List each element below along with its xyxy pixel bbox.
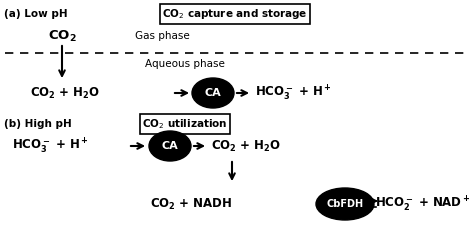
Ellipse shape bbox=[149, 131, 191, 161]
Text: $\mathbf{CO_2}$ + $\mathbf{H_2O}$: $\mathbf{CO_2}$ + $\mathbf{H_2O}$ bbox=[30, 85, 100, 101]
Text: $\mathbf{CO_2}$ + $\mathbf{H_2O}$: $\mathbf{CO_2}$ + $\mathbf{H_2O}$ bbox=[211, 139, 281, 154]
Text: (b) High pH: (b) High pH bbox=[4, 119, 72, 129]
Text: $\mathbf{HCO_2^-}$ + $\mathbf{NAD^+}$: $\mathbf{HCO_2^-}$ + $\mathbf{NAD^+}$ bbox=[375, 195, 471, 213]
Ellipse shape bbox=[316, 188, 374, 220]
Text: CA: CA bbox=[162, 141, 178, 151]
Text: CbFDH: CbFDH bbox=[327, 199, 364, 209]
Text: (a) Low pH: (a) Low pH bbox=[4, 9, 68, 19]
Text: CO$_2$ utilization: CO$_2$ utilization bbox=[142, 117, 228, 131]
Text: Gas phase: Gas phase bbox=[135, 31, 190, 41]
Ellipse shape bbox=[192, 78, 234, 108]
Text: $\mathbf{HCO_3^-}$ + $\mathbf{H^+}$: $\mathbf{HCO_3^-}$ + $\mathbf{H^+}$ bbox=[255, 84, 332, 102]
Text: CA: CA bbox=[205, 88, 221, 98]
Text: CO$_2$ capture and storage: CO$_2$ capture and storage bbox=[162, 7, 308, 21]
Text: $\mathbf{CO_2}$: $\mathbf{CO_2}$ bbox=[47, 29, 76, 44]
Text: Aqueous phase: Aqueous phase bbox=[145, 59, 225, 69]
Text: $\mathbf{HCO_3^-}$ + $\mathbf{H^+}$: $\mathbf{HCO_3^-}$ + $\mathbf{H^+}$ bbox=[12, 137, 89, 155]
Text: $\mathbf{CO_2}$ + $\mathbf{NADH}$: $\mathbf{CO_2}$ + $\mathbf{NADH}$ bbox=[150, 196, 232, 211]
